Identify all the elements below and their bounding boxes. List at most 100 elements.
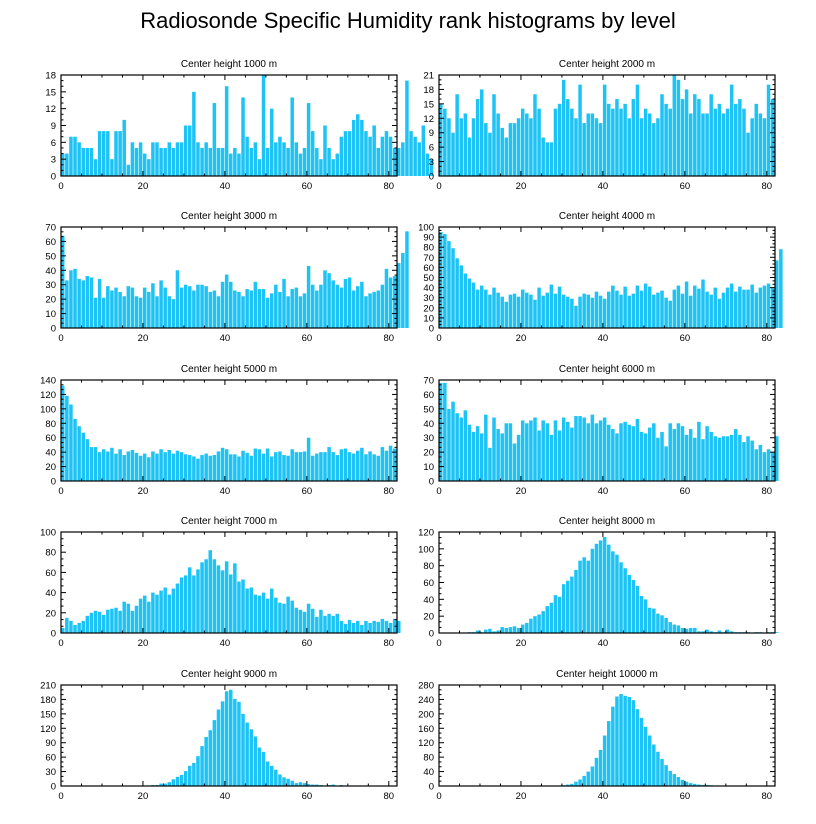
bar <box>647 735 652 786</box>
bar <box>134 605 139 633</box>
bar <box>196 756 200 786</box>
y-tick-label: 60 <box>45 237 56 248</box>
bar <box>643 283 648 328</box>
bar <box>278 136 282 176</box>
bar <box>126 603 131 633</box>
bar <box>200 147 204 176</box>
bar <box>155 296 159 328</box>
bar <box>233 454 237 481</box>
chart-panel-6: Center height 6000 m 0 20 40 60 80 0 10 20 30 40 50… <box>423 364 779 497</box>
bar <box>578 416 582 481</box>
bar <box>212 559 217 633</box>
bar <box>388 445 393 481</box>
bar <box>684 281 689 328</box>
bar <box>356 450 360 481</box>
bar <box>672 289 677 328</box>
bar <box>319 609 323 633</box>
x-tick-label: 20 <box>138 638 149 649</box>
bar <box>380 136 385 176</box>
bar <box>89 447 94 481</box>
x-tick-label: 60 <box>680 791 691 802</box>
bar <box>212 720 217 786</box>
bar <box>114 607 118 633</box>
bar <box>660 615 664 633</box>
bar <box>409 131 413 176</box>
bar <box>179 287 184 328</box>
bar <box>566 99 570 176</box>
bar <box>701 113 705 176</box>
bar <box>471 431 476 481</box>
bar <box>192 91 196 176</box>
bar <box>660 290 664 328</box>
bar <box>290 780 294 786</box>
bar <box>220 281 225 328</box>
y-tick-label: 120 <box>40 724 56 735</box>
y-tick-label: 0 <box>51 172 56 183</box>
bar <box>183 575 188 633</box>
bar <box>500 296 504 328</box>
y-tick-label: 40 <box>423 419 434 430</box>
bar <box>142 595 147 633</box>
y-tick-label: 60 <box>423 578 434 589</box>
bar <box>750 440 754 481</box>
bar <box>302 147 307 176</box>
bar <box>339 287 344 328</box>
x-tick-label: 20 <box>516 333 527 344</box>
bar <box>570 576 574 633</box>
bar <box>372 291 376 328</box>
bar <box>319 159 323 176</box>
bar <box>93 447 98 481</box>
bar <box>159 280 163 328</box>
bar <box>729 84 734 176</box>
bar <box>85 147 90 176</box>
bar <box>721 292 726 328</box>
y-tick-label: 70 <box>45 223 56 234</box>
y-tick-label: 60 <box>423 390 434 401</box>
bar <box>619 694 623 786</box>
bar <box>159 449 163 481</box>
bar <box>257 289 262 328</box>
bar <box>439 232 443 328</box>
bar <box>688 429 693 481</box>
bar <box>118 610 122 633</box>
bar <box>302 783 307 786</box>
y-tick-label: 6 <box>429 143 434 154</box>
bar <box>192 575 196 633</box>
bar <box>508 123 513 176</box>
bar <box>439 103 443 176</box>
bar <box>520 289 525 328</box>
x-tick-label: 80 <box>762 791 773 802</box>
bar <box>65 617 69 633</box>
y-tick-label: 20 <box>45 608 56 619</box>
bar <box>598 123 603 176</box>
bar <box>725 629 730 633</box>
bar <box>451 248 455 328</box>
bar <box>286 455 290 481</box>
bar <box>652 294 656 328</box>
bar <box>89 147 94 176</box>
bar <box>553 293 558 328</box>
panel-title: Center height 10000 m <box>556 669 658 680</box>
bar <box>351 622 356 633</box>
plot-frame <box>60 684 398 787</box>
bar <box>643 108 648 176</box>
panel-title: Center height 4000 m <box>559 211 655 222</box>
bar <box>282 278 286 328</box>
bar <box>306 103 311 176</box>
y-tick-label: 18 <box>423 85 434 96</box>
y-tick-label: 40 <box>45 588 56 599</box>
bar <box>619 562 623 633</box>
bar <box>701 439 705 481</box>
bar <box>224 691 229 786</box>
bar <box>525 423 529 481</box>
bar <box>516 296 521 328</box>
bar <box>142 287 147 328</box>
bar <box>660 94 664 176</box>
bar <box>306 603 311 633</box>
bar <box>598 540 603 633</box>
bar <box>549 434 554 481</box>
bar <box>738 286 742 328</box>
bar <box>282 777 286 786</box>
bar <box>451 132 455 176</box>
